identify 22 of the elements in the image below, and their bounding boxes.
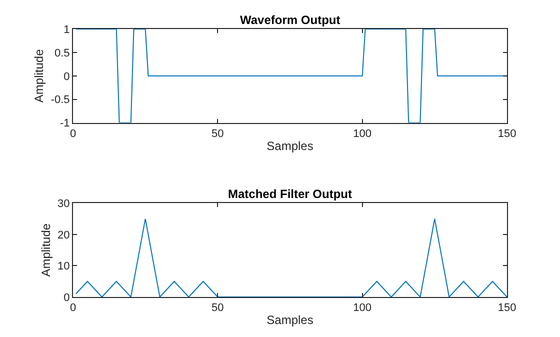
- y-axis-title: Amplitude: [32, 48, 46, 103]
- y-tick-label: -1: [60, 118, 70, 130]
- x-tick-label: 100: [353, 128, 372, 140]
- y-tick-label: 1: [64, 24, 70, 36]
- chart-title: Matched Filter Output: [228, 187, 352, 201]
- x-tick-label: 50: [212, 302, 224, 314]
- y-tick-label: 20: [58, 229, 70, 242]
- y-tick-label: 0: [64, 292, 70, 304]
- x-tick-label: 100: [353, 302, 372, 314]
- y-tick-label: -0.5: [50, 94, 70, 106]
- line-series: [75, 218, 507, 297]
- y-tick-label: 30: [58, 198, 70, 210]
- chart-title: Waveform Output: [240, 13, 340, 27]
- y-tick-label: 10: [58, 260, 70, 273]
- x-axis-title: Samples: [266, 313, 314, 328]
- y-tick-label: 0: [64, 70, 70, 83]
- x-tick-label: 50: [212, 128, 224, 140]
- x-tick-label: 150: [498, 128, 516, 140]
- x-axis-title: Samples: [266, 138, 314, 153]
- y-axis-title: Amplitude: [38, 223, 53, 277]
- y-tick-label: 0.5: [54, 47, 70, 60]
- x-tick-label: 150: [498, 302, 516, 314]
